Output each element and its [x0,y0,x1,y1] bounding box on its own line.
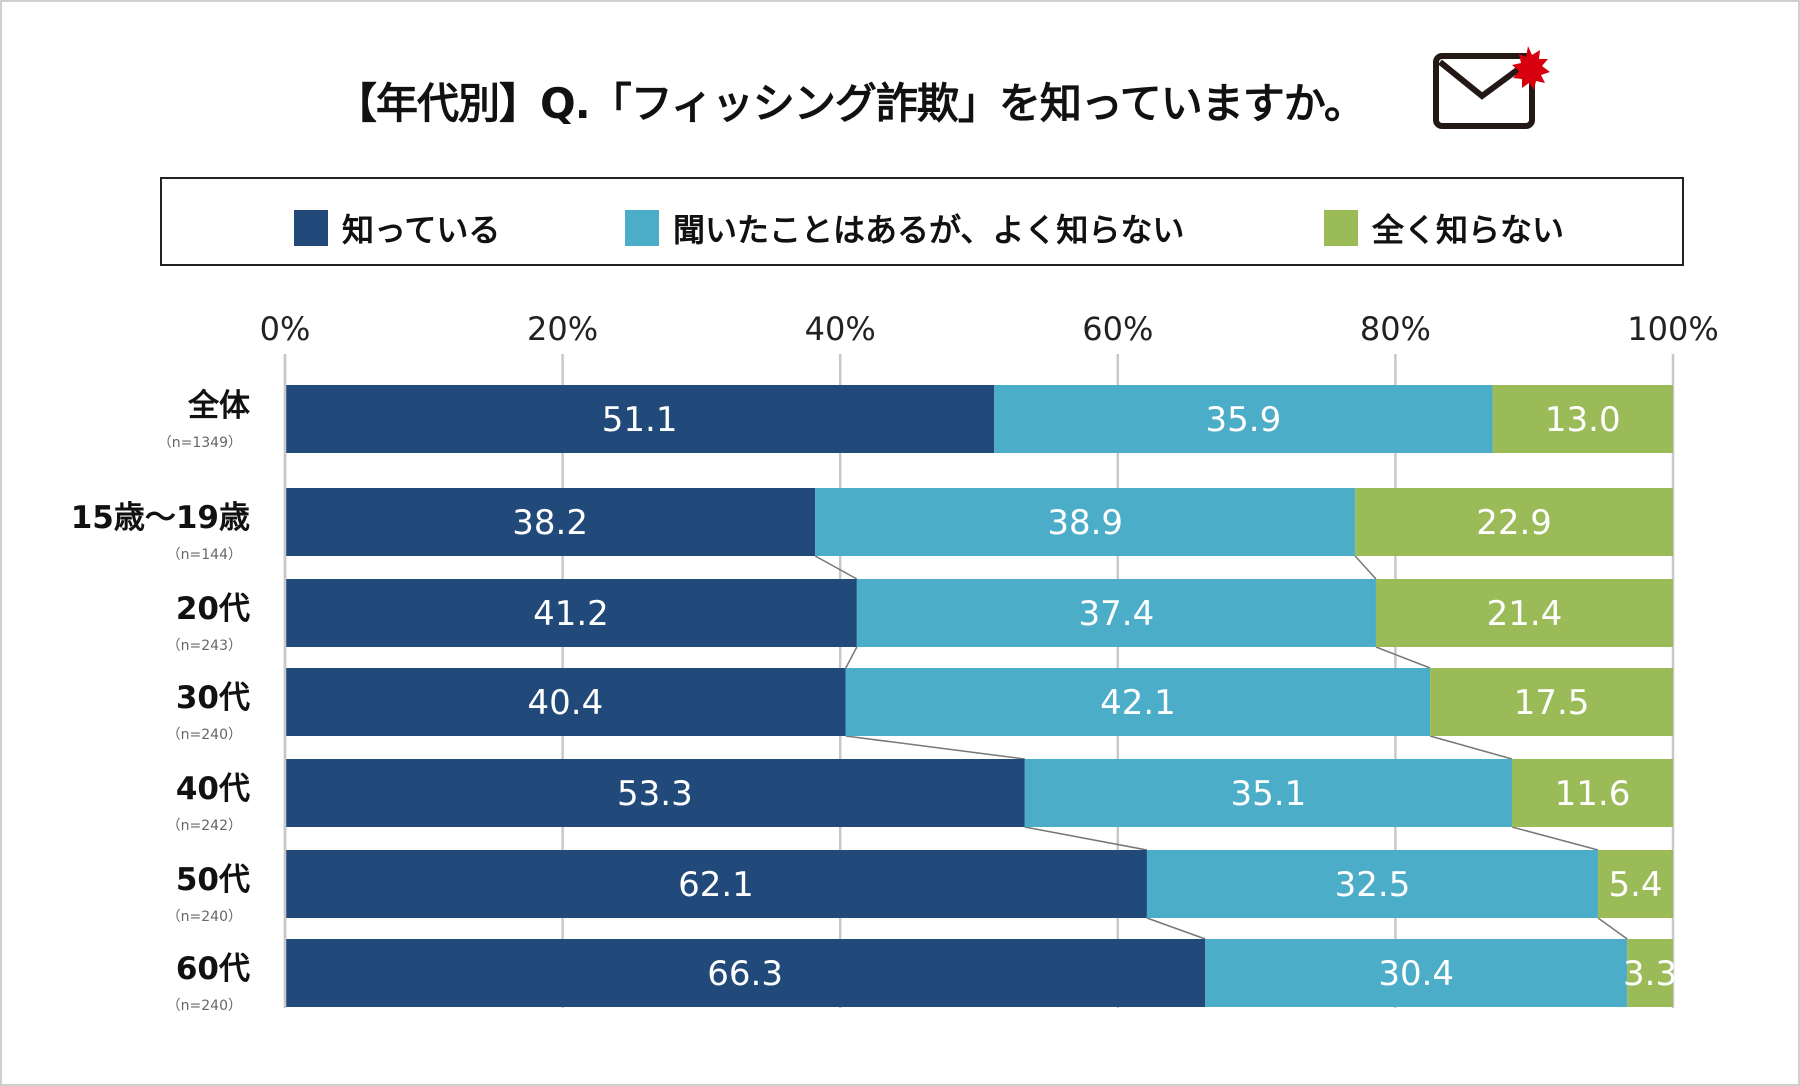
legend-label: 聞いたことはあるが、よく知らない [673,211,1185,249]
connector-line [1597,917,1628,940]
bar-segment [1627,939,1673,1007]
bar-segment [845,668,1431,736]
bar-segment [285,939,1206,1007]
bar-segment [285,579,857,647]
data-label: 66.3 [707,954,783,994]
connector-line [1375,646,1431,669]
connector-line [845,646,858,669]
category-label: 30代 [176,680,250,716]
bar-segment [1598,850,1673,918]
bar-segment [285,850,1147,918]
data-label: 62.1 [678,865,754,905]
connector-line [1146,917,1206,940]
data-label: 17.5 [1514,683,1590,723]
connector-line [1429,735,1513,760]
data-label: 51.1 [602,400,678,440]
bar-segment [994,385,1493,453]
x-tick-label: 60% [1082,310,1153,348]
data-label: 42.1 [1100,683,1176,723]
legend-label: 全く知らない [1372,211,1565,249]
sample-size-label: （n=242） [167,818,242,834]
legend-item-know: 知っている [294,205,500,251]
category-label: 全体 [187,388,250,424]
data-label: 53.3 [617,774,693,814]
bar-segment [1146,850,1599,918]
chart-title: 【年代別】Q.「フィッシング詐欺」を知っていますか。 [335,79,1366,128]
data-label: 11.6 [1555,774,1631,814]
bar-segment [1205,939,1628,1007]
bar-segment [1375,579,1673,647]
connector-line [1024,826,1148,851]
bar-segment [1492,385,1673,453]
data-label: 21.4 [1487,594,1563,634]
x-tick-label: 40% [805,310,876,348]
legend-swatch [1324,210,1358,246]
connector-line [1354,555,1377,580]
bar-segment [1355,488,1673,556]
category-label: 50代 [176,862,250,898]
data-label: 13.0 [1545,400,1621,440]
category-label: 40代 [176,771,250,807]
bar-segment [856,579,1376,647]
bar-segment [815,488,1356,556]
legend-swatch [294,210,328,246]
bar-segment [1511,759,1673,827]
legend-item-unknown: 全く知らない [1324,205,1564,251]
category-label: 60代 [176,951,250,987]
data-label: 3.3 [1623,954,1677,994]
data-label: 40.4 [528,683,604,723]
sample-size-label: （n=240） [167,909,242,925]
data-label: 5.4 [1608,865,1662,905]
bar-segment [285,759,1025,827]
data-label: 38.9 [1047,503,1123,543]
connector-line [1511,826,1599,851]
connector-line [845,735,1025,760]
category-label: 15歳～19歳 [71,500,250,536]
sample-size-label: （n=240） [167,727,242,743]
connector-line [814,555,858,580]
x-tick-label: 20% [527,310,598,348]
bar-segment [285,668,846,736]
sample-size-label: （n=243） [167,638,242,654]
category-label: 20代 [176,591,250,627]
sample-size-label: （n=144） [167,547,242,563]
data-label: 32.5 [1335,865,1411,905]
bar-segment [285,488,816,556]
x-tick-label: 100% [1627,310,1718,348]
data-label: 38.2 [512,503,588,543]
legend-label: 知っている [342,211,501,249]
sample-size-label: （n=1349） [158,435,242,451]
data-label: 22.9 [1476,503,1552,543]
legend-swatch [625,210,659,246]
data-label: 41.2 [533,594,609,634]
x-tick-label: 80% [1360,310,1431,348]
legend: 知っている 聞いたことはあるが、よく知らない 全く知らない [160,177,1684,266]
bar-segment [1430,668,1673,736]
sample-size-label: （n=240） [167,998,242,1014]
bar-segment [1024,759,1512,827]
data-label: 37.4 [1079,594,1155,634]
data-label: 30.4 [1378,954,1454,994]
envelope-with-virus-icon [1433,46,1550,129]
x-tick-label: 0% [260,310,311,348]
legend-item-heard: 聞いたことはあるが、よく知らない [625,205,1184,251]
data-label: 35.9 [1206,400,1282,440]
bar-segment [285,385,995,453]
data-label: 35.1 [1231,774,1307,814]
